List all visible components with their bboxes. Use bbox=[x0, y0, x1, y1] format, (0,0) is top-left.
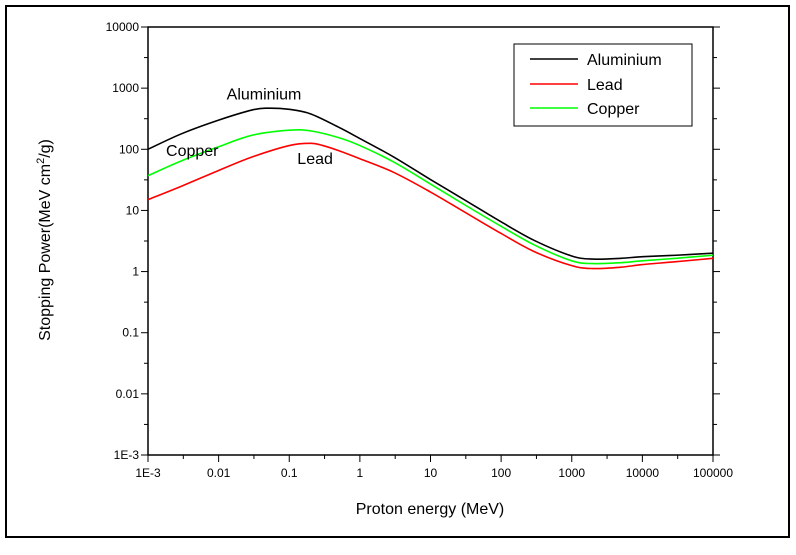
legend-label-aluminium: Aluminium bbox=[587, 52, 662, 69]
series-line-lead bbox=[147, 142, 714, 270]
annotation-copper: Copper bbox=[166, 143, 219, 160]
y-tick-label: 1 bbox=[132, 265, 139, 279]
x-tick-label: 0.01 bbox=[207, 466, 231, 480]
x-tick-labels: 1E-3 0.01 0.1 1 10 100 1000 10000 100000 bbox=[135, 466, 733, 480]
legend-label-copper: Copper bbox=[587, 101, 640, 118]
y-tick-label: 0.01 bbox=[116, 387, 140, 401]
y-axis-title: Stopping Power(MeV cm2/g) bbox=[35, 139, 54, 341]
series-line-copper bbox=[147, 128, 714, 265]
annotation-aluminium: Aluminium bbox=[227, 87, 302, 104]
y-tick-label: 0.1 bbox=[122, 326, 139, 340]
x-tick-label: 1000 bbox=[558, 466, 585, 480]
x-tick-label: 1E-3 bbox=[135, 466, 161, 480]
x-tick-label: 100 bbox=[491, 466, 511, 480]
legend: Aluminium Lead Copper bbox=[513, 43, 693, 127]
y-tick-labels: 1E-3 0.01 0.1 1 10 100 1000 10000 bbox=[106, 20, 140, 462]
x-tick-label: 0.1 bbox=[281, 466, 298, 480]
series-line-aluminium bbox=[147, 107, 714, 260]
x-tick-label: 100000 bbox=[693, 466, 733, 480]
y-tick-label: 10000 bbox=[106, 20, 140, 34]
x-tick-label: 1 bbox=[357, 466, 364, 480]
y-axis-title-tail: /g) bbox=[37, 139, 54, 158]
legend-label-lead: Lead bbox=[587, 77, 623, 94]
x-tick-label: 10000 bbox=[626, 466, 660, 480]
legend-box bbox=[513, 43, 693, 127]
y-axis-title-sup: 2 bbox=[35, 158, 47, 164]
curve-annotations: Aluminium Copper Lead bbox=[166, 87, 333, 168]
series-lines bbox=[147, 107, 714, 270]
y-axis-title-main: Stopping Power(MeV cm bbox=[37, 164, 54, 341]
x-axis-title: Proton energy (MeV) bbox=[356, 501, 505, 518]
axis-ticks bbox=[141, 26, 720, 462]
y-tick-label: 1E-3 bbox=[114, 448, 140, 462]
y-tick-label: 1000 bbox=[112, 81, 139, 95]
y-tick-label: 100 bbox=[119, 142, 139, 156]
y-tick-label: 10 bbox=[126, 203, 140, 217]
x-tick-label: 10 bbox=[424, 466, 438, 480]
annotation-lead: Lead bbox=[297, 151, 333, 168]
